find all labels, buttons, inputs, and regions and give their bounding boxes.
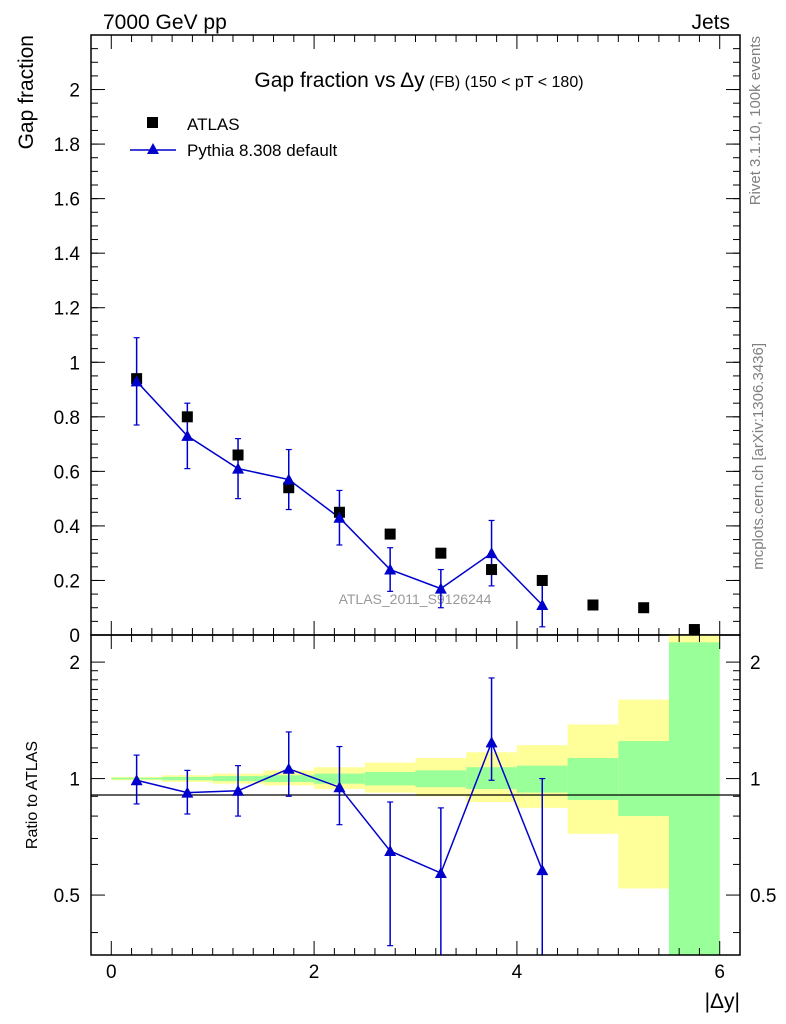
ratio-y-tick-label-right: 1 xyxy=(750,770,761,791)
y-tick-label: 1.6 xyxy=(54,190,80,211)
analysis-watermark: ATLAS_2011_S9126244 xyxy=(339,591,492,607)
ratio-y-tick-labels: 0.5 0.5 1 1 2 2 xyxy=(54,653,777,907)
title-range: (150 < pT < 180) xyxy=(465,74,584,91)
mcplots-label: mcplots.cern.ch [arXiv:1306.3436] xyxy=(750,343,767,570)
main-panel: 0 0.2 0.4 0.6 0.8 1 1.2 1.4 1.6 1.8 2 Gap fraction… xyxy=(15,34,741,647)
atlas-data-point xyxy=(384,528,396,540)
rivet-version-label: Rivet 3.1.10, 100k events xyxy=(747,36,764,205)
legend-data-label: ATLAS xyxy=(187,115,240,134)
x-axis-label: |Δy| xyxy=(705,990,740,1013)
x-tick-label: 2 xyxy=(309,962,320,983)
ratio-data-point xyxy=(485,736,498,748)
main-y-axis-label: Gap fraction xyxy=(15,35,38,149)
y-tick-label: 1.2 xyxy=(54,299,80,320)
legend: ATLAS Pythia 8.308 default xyxy=(130,115,338,160)
mc-data-point xyxy=(536,599,549,610)
ratio-data-point xyxy=(130,774,143,786)
atlas-data-point xyxy=(283,482,295,494)
atlas-data-point xyxy=(688,624,700,636)
ratio-frame xyxy=(90,634,741,956)
title-delta-y: Δy xyxy=(400,69,425,92)
atlas-data-point xyxy=(536,574,548,586)
uncertainty-band-inner xyxy=(364,771,416,786)
title-main: Gap fraction vs xyxy=(254,69,395,92)
y-tick-label: 0.4 xyxy=(54,517,81,538)
y-tick-label: 0.6 xyxy=(54,462,80,483)
y-tick-label: 0.8 xyxy=(54,408,80,429)
atlas-data-point xyxy=(486,564,498,576)
mc-data-point xyxy=(232,462,245,474)
ratio-data-point xyxy=(384,844,397,856)
chart-title: Gap fraction vs Δy (FB) (150 < pT < 180) xyxy=(254,69,583,92)
ratio-bands xyxy=(111,635,720,955)
header-process-label: Jets xyxy=(691,11,730,34)
main-y-tick-labels: 0 0.2 0.4 0.6 0.8 1 1.2 1.4 1.6 1.8 2 xyxy=(54,81,81,647)
atlas-data-point xyxy=(232,449,244,461)
ratio-series xyxy=(130,677,549,955)
mc-data-point xyxy=(384,563,397,575)
ratio-panel: 0.5 0.5 1 1 2 2 0 2 4 6 Ratio to ATLAS |Δy| xyxy=(24,634,777,1013)
y-tick-label: 2 xyxy=(69,81,80,102)
ratio-y-axis-label: Ratio to ATLAS xyxy=(24,741,41,849)
mc-data-point xyxy=(181,429,194,441)
y-tick-label: 1 xyxy=(69,353,80,374)
x-tick-label: 0 xyxy=(106,962,117,983)
ratio-data-point xyxy=(536,864,549,876)
x-tick-label: 6 xyxy=(714,962,725,983)
mc-data-point xyxy=(130,375,143,387)
ratio-ticks xyxy=(91,635,740,955)
uncertainty-band-inner xyxy=(669,642,720,955)
atlas-data-point xyxy=(587,599,599,611)
ratio-data-point xyxy=(434,867,447,879)
mc-data-point xyxy=(333,511,346,523)
ratio-y-tick-label-right: 0.5 xyxy=(750,886,776,907)
ratio-y-tick-label-left: 2 xyxy=(69,653,80,674)
legend-mc-marker xyxy=(147,143,159,154)
header-energy-label: 7000 GeV pp xyxy=(103,11,227,34)
ratio-data-point xyxy=(181,786,194,798)
mc-data-point xyxy=(485,547,498,559)
mc-data-point xyxy=(282,473,295,485)
x-tick-labels: 0 2 4 6 xyxy=(106,962,725,983)
uncertainty-band-inner xyxy=(567,758,619,801)
x-tick-label: 4 xyxy=(512,962,523,983)
y-tick-label: 0 xyxy=(69,626,80,647)
atlas-data-point xyxy=(435,547,447,559)
ratio-y-tick-label-left: 1 xyxy=(69,770,80,791)
y-tick-label: 1.8 xyxy=(54,135,80,156)
legend-data-marker xyxy=(147,117,158,128)
legend-mc-label: Pythia 8.308 default xyxy=(187,141,338,160)
mc-data-point xyxy=(434,582,447,594)
uncertainty-band-inner xyxy=(618,741,670,817)
ratio-y-tick-label-right: 2 xyxy=(750,653,761,674)
y-tick-label: 0.2 xyxy=(54,571,80,592)
ratio-data-point xyxy=(232,784,245,796)
y-tick-label: 1.4 xyxy=(54,244,81,265)
ratio-y-tick-label-left: 0.5 xyxy=(54,886,80,907)
ratio-data-point xyxy=(282,762,295,774)
main-series xyxy=(130,337,700,636)
atlas-data-point xyxy=(638,602,650,614)
uncertainty-band-inner xyxy=(415,770,467,788)
atlas-data-point xyxy=(181,411,193,423)
title-fb: (FB) xyxy=(429,74,460,91)
ratio-data-point xyxy=(333,781,346,793)
